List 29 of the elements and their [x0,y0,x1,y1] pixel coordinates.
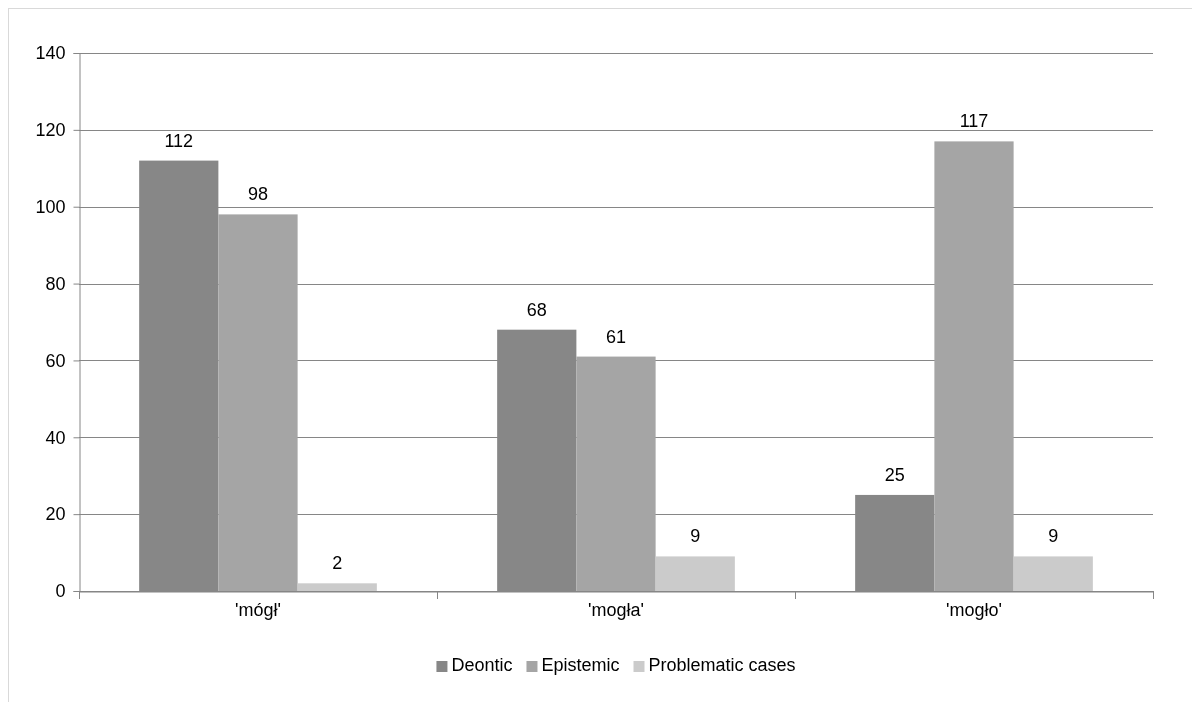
data-label: 112 [164,130,194,151]
bar [218,214,298,591]
y-tick-label: 0 [55,581,66,602]
data-label: 25 [884,464,905,485]
y-tick-label: 40 [45,427,66,448]
data-label: 2 [332,553,343,574]
bar [1013,556,1093,591]
x-tick-label: 'mogła' [588,600,644,621]
x-tick-label: 'mógł' [235,600,281,621]
data-label: 68 [526,299,547,320]
y-tick-label: 80 [45,273,66,294]
bar [934,141,1014,591]
legend-label: Deontic [451,655,513,675]
y-tick-label: 20 [45,504,66,525]
y-tick-label: 120 [35,120,66,141]
bar [655,556,735,591]
y-tick-label: 140 [35,43,66,64]
data-label: 9 [1048,526,1059,547]
data-label: 9 [690,526,701,547]
bar [576,356,656,591]
data-label: 61 [605,326,627,347]
bar [297,583,377,591]
legend-label: Problematic cases [648,655,796,675]
x-tick-label: 'mogło' [946,600,1002,621]
data-label: 117 [959,111,989,132]
legend-label: Epistemic [541,655,620,675]
data-label: 98 [247,184,269,205]
y-tick-label: 60 [45,350,66,371]
y-tick-label: 100 [35,196,66,217]
